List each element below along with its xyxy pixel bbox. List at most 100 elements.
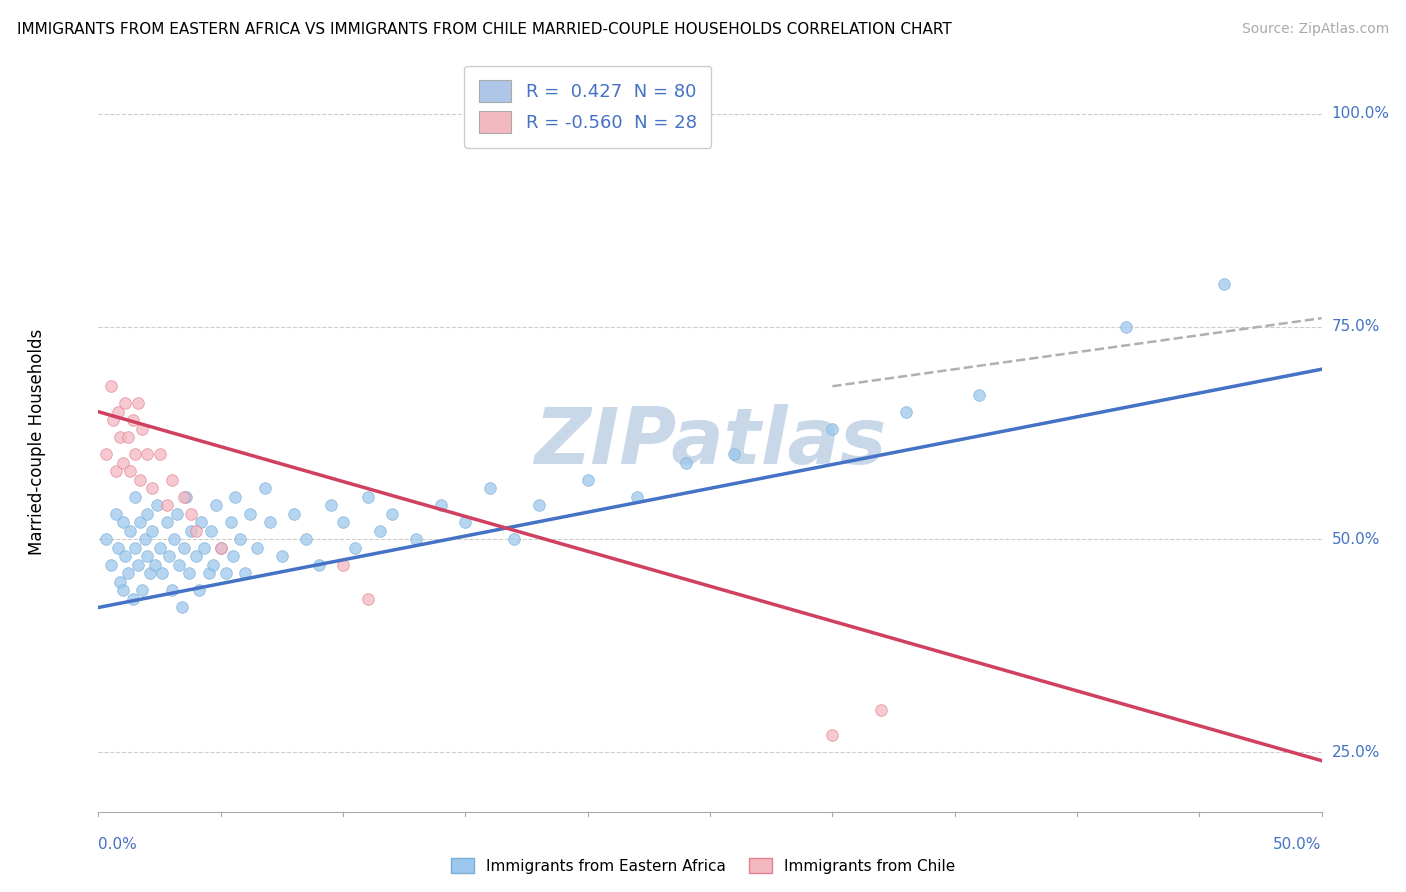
Point — [114, 396, 136, 410]
Point — [127, 558, 149, 572]
Legend: R =  0.427  N = 80, R = -0.560  N = 28: R = 0.427 N = 80, R = -0.560 N = 28 — [464, 66, 711, 147]
Point — [967, 388, 990, 402]
Point — [381, 507, 404, 521]
Point — [176, 490, 198, 504]
Point — [149, 447, 172, 461]
Point — [193, 541, 215, 555]
Point — [100, 379, 122, 393]
Point — [186, 549, 208, 564]
Point — [478, 481, 501, 495]
Point — [139, 566, 162, 581]
Point — [101, 413, 124, 427]
Point — [209, 541, 232, 555]
Point — [219, 516, 242, 530]
Point — [202, 558, 225, 572]
Point — [163, 533, 186, 547]
Point — [120, 464, 142, 478]
Point — [100, 558, 122, 572]
Point — [222, 549, 245, 564]
Point — [186, 524, 208, 538]
Point — [146, 499, 169, 513]
Text: IMMIGRANTS FROM EASTERN AFRICA VS IMMIGRANTS FROM CHILE MARRIED-COUPLE HOUSEHOLD: IMMIGRANTS FROM EASTERN AFRICA VS IMMIGR… — [17, 22, 952, 37]
Point — [156, 516, 179, 530]
Point — [454, 516, 477, 530]
Point — [356, 490, 378, 504]
Point — [214, 566, 236, 581]
Point — [368, 524, 391, 538]
Point — [180, 524, 202, 538]
Point — [94, 533, 117, 547]
Point — [114, 549, 136, 564]
Text: Source: ZipAtlas.com: Source: ZipAtlas.com — [1241, 22, 1389, 37]
Point — [124, 447, 146, 461]
Point — [205, 499, 228, 513]
Point — [187, 583, 209, 598]
Point — [156, 499, 179, 513]
Point — [246, 541, 269, 555]
Point — [149, 541, 172, 555]
Point — [121, 413, 143, 427]
Point — [503, 533, 526, 547]
Point — [136, 447, 159, 461]
Point — [233, 566, 256, 581]
Point — [160, 583, 183, 598]
Point — [332, 558, 354, 572]
Point — [110, 574, 132, 589]
Text: 100.0%: 100.0% — [1331, 106, 1389, 121]
Point — [136, 549, 159, 564]
Point — [111, 583, 134, 598]
Point — [170, 600, 193, 615]
Point — [1212, 277, 1234, 292]
Point — [143, 558, 166, 572]
Point — [141, 524, 163, 538]
Point — [131, 583, 153, 598]
Point — [253, 481, 276, 495]
Text: 25.0%: 25.0% — [1331, 745, 1379, 760]
Point — [675, 456, 697, 470]
Point — [120, 524, 142, 538]
Point — [870, 703, 893, 717]
Point — [200, 524, 222, 538]
Point — [821, 422, 844, 436]
Point — [295, 533, 318, 547]
Point — [1115, 319, 1137, 334]
Point — [131, 422, 153, 436]
Point — [576, 473, 599, 487]
Point — [166, 507, 188, 521]
Point — [209, 541, 232, 555]
Text: 50.0%: 50.0% — [1331, 532, 1379, 547]
Point — [430, 499, 453, 513]
Point — [117, 566, 139, 581]
Point — [723, 447, 745, 461]
Point — [356, 591, 378, 606]
Point — [117, 430, 139, 444]
Point — [121, 591, 143, 606]
Point — [157, 549, 180, 564]
Point — [821, 728, 844, 742]
Point — [107, 541, 129, 555]
Point — [224, 490, 246, 504]
Point — [308, 558, 330, 572]
Point — [104, 507, 127, 521]
Point — [197, 566, 219, 581]
Point — [110, 430, 132, 444]
Point — [160, 473, 183, 487]
Text: ZIPatlas: ZIPatlas — [534, 403, 886, 480]
Text: 75.0%: 75.0% — [1331, 319, 1379, 334]
Legend: Immigrants from Eastern Africa, Immigrants from Chile: Immigrants from Eastern Africa, Immigran… — [444, 852, 962, 880]
Point — [124, 541, 146, 555]
Point — [173, 490, 195, 504]
Point — [626, 490, 648, 504]
Text: Married-couple Households: Married-couple Households — [28, 328, 46, 555]
Point — [239, 507, 262, 521]
Point — [229, 533, 252, 547]
Point — [283, 507, 305, 521]
Point — [177, 566, 200, 581]
Point — [104, 464, 127, 478]
Text: 0.0%: 0.0% — [98, 838, 138, 852]
Point — [111, 516, 134, 530]
Point — [270, 549, 294, 564]
Point — [141, 481, 163, 495]
Point — [259, 516, 281, 530]
Point — [167, 558, 190, 572]
